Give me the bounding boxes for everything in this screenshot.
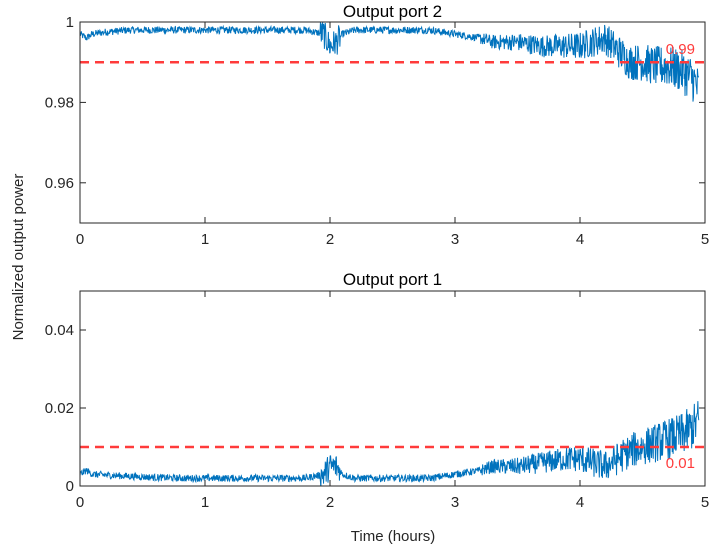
subplot-bottom: Output port 1 0.01 0 1 2 3 4 5 0 0.02 0.04 [45,270,709,511]
x-tick-label: 0 [76,231,84,248]
data-series-line [80,401,700,486]
x-tick-label: 5 [701,494,709,511]
x-tick-label: 1 [201,231,209,248]
x-tick-label: 0 [76,494,84,511]
x-tick-label: 2 [326,231,334,248]
axes-box [79,21,706,224]
data-series-line [80,22,700,102]
x-axis-label: Time (hours) [351,528,435,545]
axes-box [79,290,706,487]
threshold-label: 0.99 [666,41,695,58]
x-tick-label: 3 [451,494,459,511]
chart-title: Output port 2 [343,2,442,21]
x-tick-label: 1 [201,494,209,511]
x-tick-label: 4 [576,231,584,248]
threshold-label: 0.01 [666,455,695,472]
y-tick-label: 0 [66,478,74,495]
chart-title: Output port 1 [343,270,442,289]
subplot-top: Output port 2 0.99 0 1 2 3 4 5 0.96 0.98 1 [45,2,709,248]
y-tick-label: 0.02 [45,400,74,417]
y-tick-label: 1 [66,14,74,31]
x-tick-label: 2 [326,494,334,511]
x-tick-label: 3 [451,231,459,248]
x-tick-label: 4 [576,494,584,511]
y-axis-label: Normalized output power [10,174,27,341]
x-tick-label: 5 [701,231,709,248]
y-tick-label: 0.96 [45,175,74,192]
y-tick-label: 0.04 [45,322,74,339]
y-tick-label: 0.98 [45,94,74,111]
